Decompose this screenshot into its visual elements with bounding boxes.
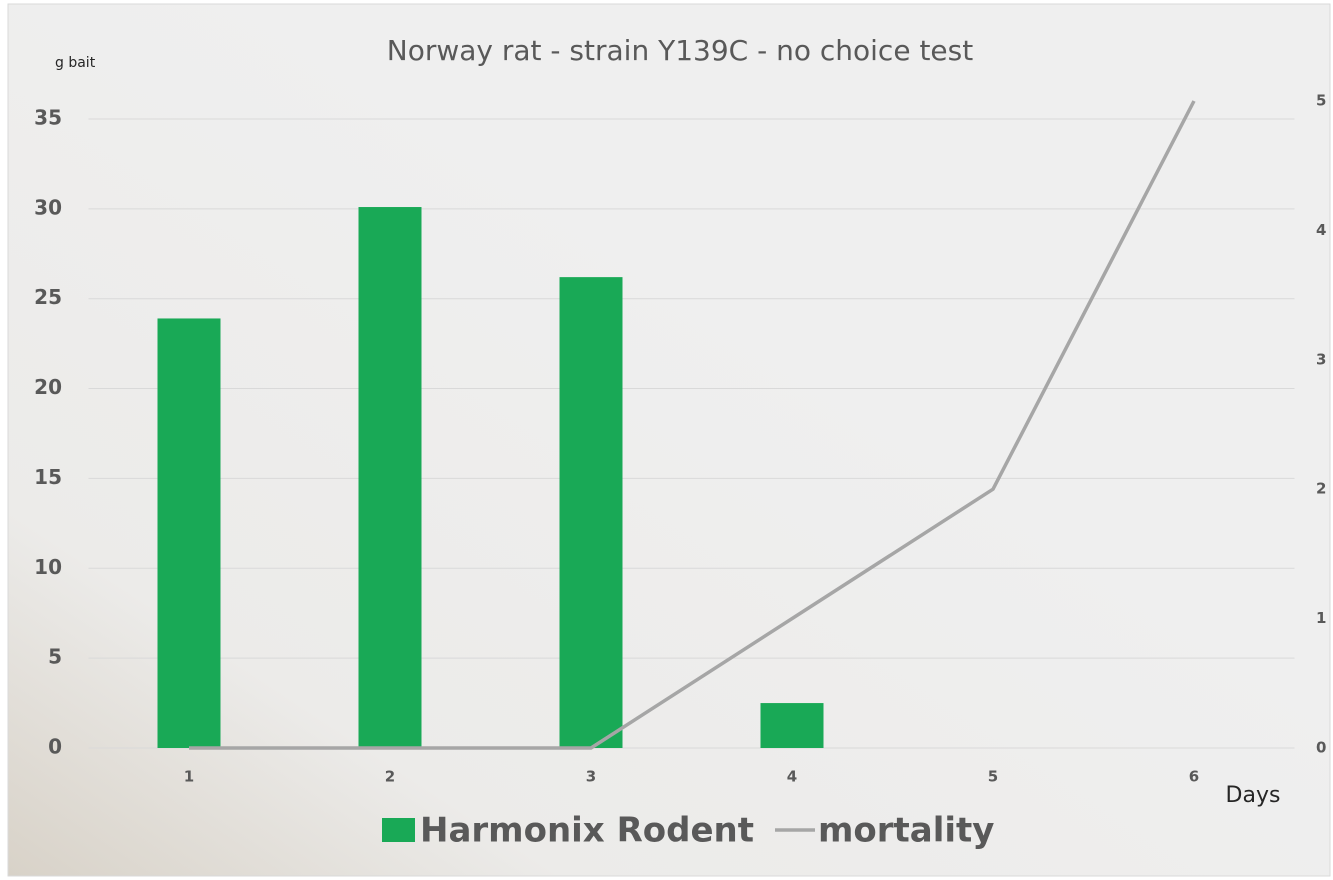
legend-swatch	[382, 818, 415, 842]
y-axis-label: g bait	[55, 55, 96, 71]
x-tick-label: 6	[1189, 768, 1199, 786]
page: Norway rat - strain Y139C - no choice te…	[0, 0, 1333, 880]
y-tick-label: 0	[48, 735, 62, 759]
y2-tick-label: 2	[1316, 480, 1326, 498]
x-tick-label: 2	[385, 768, 395, 786]
legend-label: Harmonix Rodent	[420, 811, 754, 851]
y-tick-label: 30	[34, 195, 62, 219]
x-tick-label: 1	[184, 768, 194, 786]
y2-tick-label: 3	[1316, 350, 1326, 368]
bar	[158, 318, 221, 748]
y-tick-label: 10	[34, 555, 62, 579]
y2-tick-label: 0	[1316, 739, 1326, 757]
x-tick-label: 5	[988, 768, 998, 786]
chart: Norway rat - strain Y139C - no choice te…	[0, 0, 1333, 880]
x-tick-label: 4	[787, 768, 797, 786]
x-axis-label: Days	[1226, 783, 1281, 808]
bar	[560, 277, 623, 748]
x-tick-label: 3	[586, 768, 596, 786]
chart-title: Norway rat - strain Y139C - no choice te…	[387, 34, 973, 67]
y-tick-label: 20	[34, 375, 62, 399]
y-tick-label: 5	[48, 645, 62, 669]
y2-tick-label: 4	[1316, 221, 1326, 239]
y-tick-label: 15	[34, 465, 62, 489]
bar	[359, 207, 422, 748]
y2-tick-label: 5	[1316, 92, 1326, 110]
y-tick-label: 35	[34, 105, 62, 129]
bar	[761, 703, 824, 748]
legend-label: mortality	[818, 811, 994, 851]
y2-tick-label: 1	[1316, 609, 1326, 627]
y-tick-label: 25	[34, 285, 62, 309]
